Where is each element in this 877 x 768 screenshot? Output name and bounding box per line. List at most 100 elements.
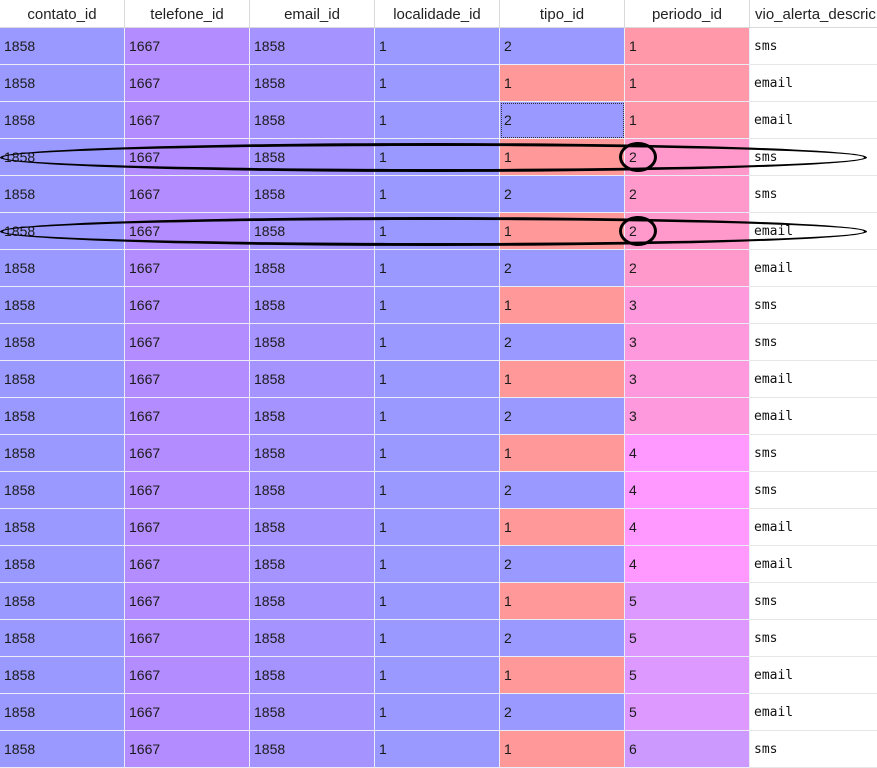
cell-email[interactable]: 1858: [250, 102, 375, 139]
table-row[interactable]: 1858 1667 1858 1 1 5 sms: [0, 583, 877, 620]
cell-localidade[interactable]: 1: [375, 731, 500, 768]
cell-periodo[interactable]: 5: [625, 657, 750, 694]
cell-email[interactable]: 1858: [250, 65, 375, 102]
cell-telefone[interactable]: 1667: [125, 176, 250, 213]
column-header-telefone-id[interactable]: telefone_id: [125, 0, 250, 28]
cell-localidade[interactable]: 1: [375, 546, 500, 583]
cell-periodo[interactable]: 2: [625, 213, 750, 250]
table-row[interactable]: 1858 1667 1858 1 2 3 email: [0, 398, 877, 435]
cell-localidade[interactable]: 1: [375, 361, 500, 398]
cell-email[interactable]: 1858: [250, 361, 375, 398]
table-row[interactable]: 1858 1667 1858 1 1 6 sms: [0, 731, 877, 768]
table-row[interactable]: 1858 1667 1858 1 1 4 email: [0, 509, 877, 546]
cell-contato[interactable]: 1858: [0, 250, 125, 287]
cell-periodo[interactable]: 2: [625, 250, 750, 287]
cell-localidade[interactable]: 1: [375, 657, 500, 694]
cell-contato[interactable]: 1858: [0, 546, 125, 583]
cell-telefone[interactable]: 1667: [125, 472, 250, 509]
cell-telefone[interactable]: 1667: [125, 139, 250, 176]
cell-telefone[interactable]: 1667: [125, 509, 250, 546]
cell-periodo[interactable]: 3: [625, 324, 750, 361]
cell-descricao[interactable]: sms: [750, 176, 877, 213]
cell-descricao[interactable]: sms: [750, 28, 877, 65]
cell-descricao[interactable]: sms: [750, 287, 877, 324]
cell-tipo[interactable]: 2: [500, 324, 625, 361]
cell-telefone[interactable]: 1667: [125, 65, 250, 102]
table-row[interactable]: 1858 1667 1858 1 1 3 sms: [0, 287, 877, 324]
cell-telefone[interactable]: 1667: [125, 657, 250, 694]
cell-localidade[interactable]: 1: [375, 583, 500, 620]
cell-telefone[interactable]: 1667: [125, 398, 250, 435]
cell-periodo[interactable]: 3: [625, 287, 750, 324]
cell-contato[interactable]: 1858: [0, 287, 125, 324]
table-row[interactable]: 1858 1667 1858 1 2 4 email: [0, 546, 877, 583]
table-row[interactable]: 1858 1667 1858 1 2 5 email: [0, 694, 877, 731]
cell-tipo[interactable]: 1: [500, 435, 625, 472]
cell-periodo[interactable]: 1: [625, 28, 750, 65]
cell-telefone[interactable]: 1667: [125, 324, 250, 361]
sort-indicator-icon[interactable]: ^: [60, 0, 66, 6]
cell-email[interactable]: 1858: [250, 509, 375, 546]
cell-contato[interactable]: 1858: [0, 361, 125, 398]
cell-email[interactable]: 1858: [250, 213, 375, 250]
cell-contato[interactable]: 1858: [0, 620, 125, 657]
cell-descricao[interactable]: sms: [750, 435, 877, 472]
cell-telefone[interactable]: 1667: [125, 583, 250, 620]
cell-telefone[interactable]: 1667: [125, 435, 250, 472]
cell-telefone[interactable]: 1667: [125, 250, 250, 287]
cell-descricao[interactable]: sms: [750, 324, 877, 361]
cell-email[interactable]: 1858: [250, 620, 375, 657]
cell-tipo[interactable]: 1: [500, 213, 625, 250]
cell-periodo[interactable]: 3: [625, 398, 750, 435]
cell-localidade[interactable]: 1: [375, 213, 500, 250]
cell-contato[interactable]: 1858: [0, 28, 125, 65]
cell-localidade[interactable]: 1: [375, 250, 500, 287]
cell-localidade[interactable]: 1: [375, 102, 500, 139]
cell-localidade[interactable]: 1: [375, 324, 500, 361]
cell-periodo[interactable]: 6: [625, 731, 750, 768]
cell-descricao[interactable]: sms: [750, 620, 877, 657]
cell-periodo[interactable]: 2: [625, 139, 750, 176]
cell-contato[interactable]: 1858: [0, 65, 125, 102]
cell-contato[interactable]: 1858: [0, 102, 125, 139]
cell-descricao[interactable]: email: [750, 694, 877, 731]
cell-descricao[interactable]: email: [750, 250, 877, 287]
cell-contato[interactable]: 1858: [0, 398, 125, 435]
table-row[interactable]: 1858 1667 1858 1 2 4 sms: [0, 472, 877, 509]
cell-localidade[interactable]: 1: [375, 472, 500, 509]
cell-localidade[interactable]: 1: [375, 28, 500, 65]
cell-tipo[interactable]: 2: [500, 176, 625, 213]
table-row[interactable]: 1858 1667 1858 1 1 4 sms: [0, 435, 877, 472]
cell-localidade[interactable]: 1: [375, 620, 500, 657]
cell-contato[interactable]: 1858: [0, 657, 125, 694]
cell-tipo[interactable]: 2: [500, 28, 625, 65]
cell-periodo[interactable]: 5: [625, 620, 750, 657]
cell-email[interactable]: 1858: [250, 472, 375, 509]
cell-localidade[interactable]: 1: [375, 176, 500, 213]
cell-email[interactable]: 1858: [250, 287, 375, 324]
cell-descricao[interactable]: email: [750, 65, 877, 102]
cell-contato[interactable]: 1858: [0, 731, 125, 768]
cell-descricao[interactable]: sms: [750, 472, 877, 509]
cell-tipo[interactable]: 1: [500, 361, 625, 398]
cell-tipo[interactable]: 1: [500, 287, 625, 324]
cell-telefone[interactable]: 1667: [125, 620, 250, 657]
cell-localidade[interactable]: 1: [375, 65, 500, 102]
cell-descricao[interactable]: email: [750, 546, 877, 583]
cell-tipo[interactable]: 1: [500, 65, 625, 102]
cell-contato[interactable]: 1858: [0, 139, 125, 176]
cell-email[interactable]: 1858: [250, 324, 375, 361]
cell-descricao[interactable]: email: [750, 509, 877, 546]
cell-contato[interactable]: 1858: [0, 176, 125, 213]
cell-telefone[interactable]: 1667: [125, 731, 250, 768]
table-row[interactable]: 1858 1667 1858 1 2 2 email: [0, 250, 877, 287]
table-row[interactable]: 1858 1667 1858 1 1 2 email: [0, 213, 877, 250]
cell-email[interactable]: 1858: [250, 694, 375, 731]
cell-localidade[interactable]: 1: [375, 509, 500, 546]
cell-localidade[interactable]: 1: [375, 435, 500, 472]
cell-localidade[interactable]: 1: [375, 694, 500, 731]
cell-descricao[interactable]: email: [750, 657, 877, 694]
cell-tipo[interactable]: 1: [500, 139, 625, 176]
table-row[interactable]: 1858 1667 1858 1 2 1 sms: [0, 28, 877, 65]
cell-periodo[interactable]: 4: [625, 546, 750, 583]
